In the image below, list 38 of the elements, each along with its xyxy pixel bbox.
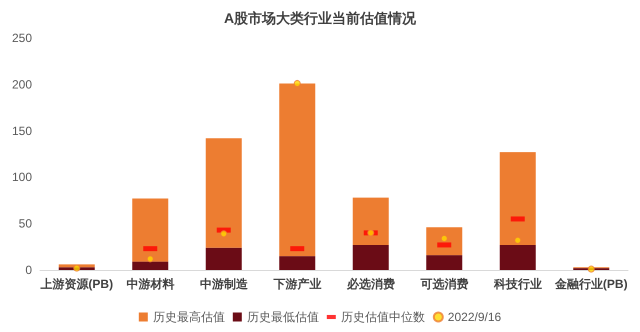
y-tick-label: 150 <box>12 124 32 138</box>
point <box>146 255 154 262</box>
legend-label: 历史最高估值 <box>152 310 225 324</box>
point <box>73 264 80 272</box>
bar <box>352 244 389 270</box>
y-tick-label: 50 <box>18 216 32 231</box>
x-tick-label: 中游制造 <box>200 277 249 291</box>
y-tick-label: 200 <box>12 77 32 92</box>
point <box>294 80 301 87</box>
x-tick-label: 上游资源(PB) <box>39 277 114 291</box>
chart-title: A股市场大类行业当前估值情况 <box>224 10 418 26</box>
x-tick-label: 金融行业(PB) <box>554 277 628 291</box>
y-tick-label: 0 <box>25 263 32 277</box>
bar <box>352 198 389 245</box>
legend-label: 历史最低估值 <box>246 310 319 324</box>
legend-label: 历史估值中位数 <box>340 310 425 324</box>
bar <box>206 248 242 270</box>
x-tick-label: 下游产业 <box>272 277 322 291</box>
bar <box>279 83 316 256</box>
legend-label: 2022/9/16 <box>448 310 502 324</box>
point <box>220 230 228 238</box>
bar <box>500 152 536 245</box>
x-tick-label: 可选消费 <box>419 277 468 291</box>
point <box>588 266 595 273</box>
y-tick-label: 250 <box>12 31 32 45</box>
bar <box>206 138 242 248</box>
point <box>514 236 522 244</box>
x-tick-label: 科技行业 <box>492 277 542 291</box>
bar <box>500 244 536 270</box>
x-tick-label: 中游材料 <box>126 277 174 291</box>
bar <box>132 198 168 262</box>
bar <box>426 255 462 270</box>
point <box>367 229 374 236</box>
bar <box>279 256 316 270</box>
point <box>440 234 448 242</box>
y-tick-label: 100 <box>12 170 32 184</box>
x-tick-label: 必选消费 <box>346 277 395 291</box>
bar <box>132 262 168 270</box>
